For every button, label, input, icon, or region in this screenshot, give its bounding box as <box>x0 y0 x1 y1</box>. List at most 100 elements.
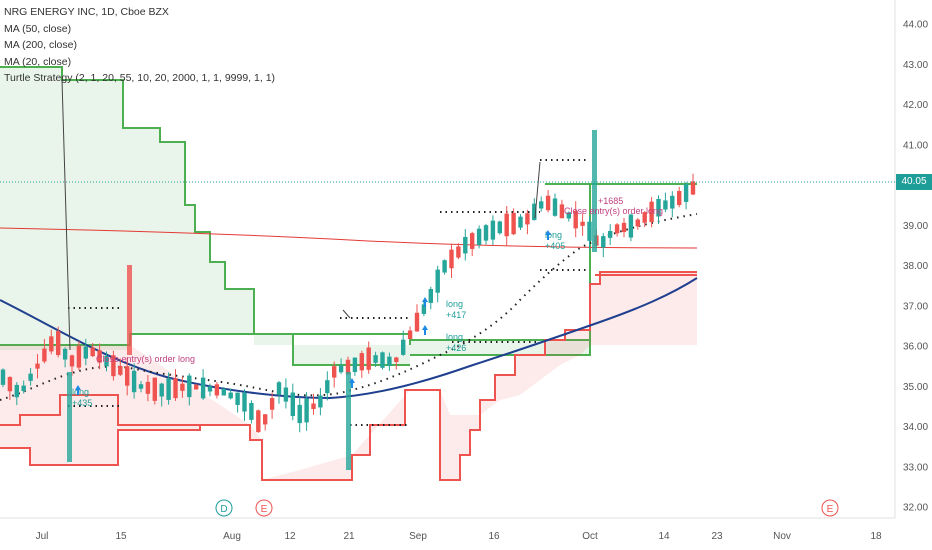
candle-body <box>635 219 640 227</box>
candle-body <box>180 383 185 391</box>
candle-body <box>35 363 40 369</box>
candle-body <box>566 212 571 219</box>
candle-body <box>449 249 454 269</box>
x-tick-label: Jul <box>36 531 49 542</box>
candle-body <box>428 289 433 303</box>
candle-body <box>104 355 109 367</box>
candle-body <box>242 392 247 412</box>
trade-label: long <box>446 299 463 309</box>
candle-body <box>28 373 33 381</box>
candle-body <box>311 403 316 410</box>
candle-body <box>663 200 668 210</box>
candle-body <box>297 404 302 424</box>
candle-body <box>194 384 199 390</box>
upper-channel-line <box>0 66 410 366</box>
event-marker-label: E <box>827 504 834 515</box>
candle-body <box>497 221 502 234</box>
trade-connector <box>342 309 351 319</box>
y-tick-label: 36.00 <box>903 342 928 353</box>
candle-body <box>511 212 516 235</box>
candle-body <box>380 352 385 368</box>
candle-body <box>207 386 213 392</box>
candle-body <box>470 233 475 249</box>
lower-channel-line-2 <box>0 394 200 426</box>
candle-body <box>332 366 337 378</box>
lower-channel-fill <box>0 272 697 480</box>
upper-channel-fill <box>0 67 410 365</box>
candle-body <box>483 225 489 241</box>
candle-body <box>442 260 447 273</box>
legend-symbol: NRG ENERGY INC, 1D, Cboe BZX <box>4 6 169 18</box>
candle-body <box>532 203 537 221</box>
candle-body <box>325 380 330 394</box>
candle-body <box>628 214 634 238</box>
last-price-tag: 40.05 <box>896 174 932 190</box>
candle-body <box>145 381 151 394</box>
candle-body <box>649 201 654 223</box>
candle-body <box>614 224 620 234</box>
legend-ma20[interactable]: MA (20, close) <box>4 55 72 68</box>
candle-body <box>435 269 440 293</box>
y-tick-label: 35.00 <box>903 382 928 393</box>
y-tick-label: 32.00 <box>903 503 928 514</box>
candle-body <box>152 377 157 401</box>
legend: NRG ENERGY INC, 1D, Cboe BZX MA (50, clo… <box>4 4 275 87</box>
candle-body <box>539 201 544 209</box>
legend-strategy[interactable]: Turtle Strategy (2, 1, 20, 55, 10, 20, 2… <box>4 72 276 84</box>
candle-body <box>338 365 344 373</box>
trade-label-sub: +405 <box>545 241 565 251</box>
candle-body <box>463 236 468 254</box>
y-tick-label: 41.00 <box>903 140 928 151</box>
trade-connector <box>61 79 71 351</box>
event-marker <box>215 499 233 517</box>
candle-body <box>642 212 647 223</box>
candle-body <box>401 339 406 355</box>
candle-body <box>587 221 592 241</box>
legend-ma200[interactable]: MA (200, close) <box>4 39 77 51</box>
candle-body <box>111 355 116 377</box>
long-arrow-icon <box>422 297 428 307</box>
candle-body <box>559 204 565 219</box>
legend-ma50[interactable]: MA (50, close) <box>4 22 72 35</box>
entry-bar <box>346 372 351 470</box>
y-tick-label: 43.00 <box>903 60 928 71</box>
exit-bar <box>127 265 132 355</box>
candle-body <box>476 228 482 246</box>
long-arrow-icon <box>545 230 551 240</box>
entry-bar <box>592 130 597 252</box>
candle-body <box>118 365 123 375</box>
trade-label: Close entry(s) order long <box>564 206 663 216</box>
candle-body <box>42 348 47 362</box>
candle-body <box>407 330 413 340</box>
candle-body <box>62 348 68 360</box>
y-tick-label: 33.00 <box>903 462 928 473</box>
candle-body <box>366 347 371 370</box>
x-tick-label: 18 <box>870 531 882 542</box>
y-tick-label: 42.00 <box>903 100 928 111</box>
candle-body <box>690 181 696 195</box>
candle-body <box>573 210 578 229</box>
x-tick-label: 16 <box>488 531 500 542</box>
candle-body <box>97 350 102 363</box>
event-marker-label: E <box>261 504 268 515</box>
candle-body <box>7 377 13 392</box>
candle-body <box>159 383 164 397</box>
x-tick-label: 15 <box>115 531 127 542</box>
candle-body <box>608 230 613 238</box>
candle-body <box>76 345 82 368</box>
candle-body <box>187 375 192 398</box>
candle-body <box>166 378 171 400</box>
trade-label: long <box>446 332 463 342</box>
candle-body <box>677 191 682 206</box>
x-tick-label: Aug <box>223 531 241 542</box>
candle-body <box>552 198 558 216</box>
y-tick-label: 38.00 <box>903 261 928 272</box>
candle-body <box>359 353 364 371</box>
candle-body <box>518 216 523 228</box>
long-arrow-icon <box>349 378 355 388</box>
candle-body <box>373 355 378 363</box>
candle-body <box>0 369 6 385</box>
candle-body <box>90 347 95 357</box>
event-marker <box>255 499 273 517</box>
